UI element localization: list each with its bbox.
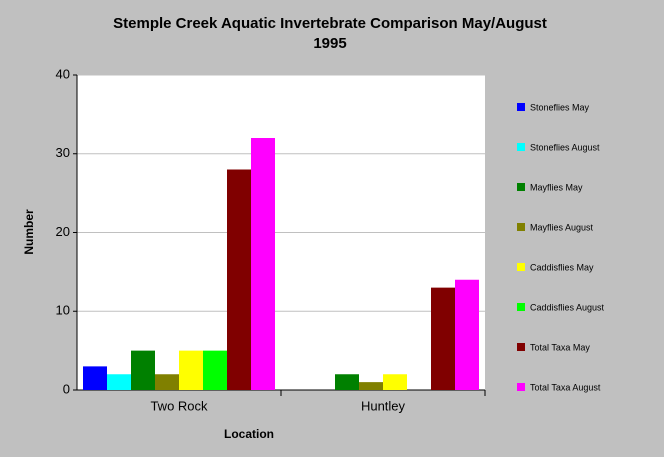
- legend-label: Stoneflies August: [530, 142, 600, 152]
- bar: [107, 374, 131, 390]
- bar: [179, 350, 203, 390]
- legend-label: Caddisflies August: [530, 302, 605, 312]
- bar: [227, 169, 251, 390]
- y-tick-label: 30: [56, 145, 70, 160]
- bar: [251, 138, 275, 390]
- legend-label: Caddisflies May: [530, 262, 594, 272]
- bar: [131, 350, 155, 390]
- legend-swatch: [517, 223, 525, 231]
- legend-swatch: [517, 263, 525, 271]
- x-tick-label: Huntley: [361, 398, 406, 413]
- y-tick-label: 40: [56, 66, 70, 81]
- legend-label: Mayflies May: [530, 182, 583, 192]
- y-tick-label: 20: [56, 224, 70, 239]
- legend-label: Total Taxa August: [530, 382, 601, 392]
- bar: [455, 279, 479, 390]
- legend-swatch: [517, 183, 525, 191]
- bar: [155, 374, 179, 390]
- bar: [335, 374, 359, 390]
- legend-swatch: [517, 143, 525, 151]
- x-tick-label: Two Rock: [150, 398, 208, 413]
- y-axis-label: Number: [22, 209, 36, 255]
- legend-label: Mayflies August: [530, 222, 594, 232]
- y-tick-label: 10: [56, 303, 70, 318]
- legend-swatch: [517, 343, 525, 351]
- bar: [83, 366, 107, 390]
- x-axis-label: Location: [224, 427, 274, 441]
- chart-title: Stemple Creek Aquatic Invertebrate Compa…: [113, 15, 547, 32]
- legend-label: Stoneflies May: [530, 102, 590, 112]
- legend-swatch: [517, 303, 525, 311]
- legend-label: Total Taxa May: [530, 342, 590, 352]
- bar: [431, 287, 455, 390]
- bar: [203, 350, 227, 390]
- legend-swatch: [517, 103, 525, 111]
- bar: [359, 382, 383, 390]
- chart-title: 1995: [313, 35, 346, 52]
- y-tick-label: 0: [63, 381, 70, 396]
- legend-swatch: [517, 383, 525, 391]
- bar: [383, 374, 407, 390]
